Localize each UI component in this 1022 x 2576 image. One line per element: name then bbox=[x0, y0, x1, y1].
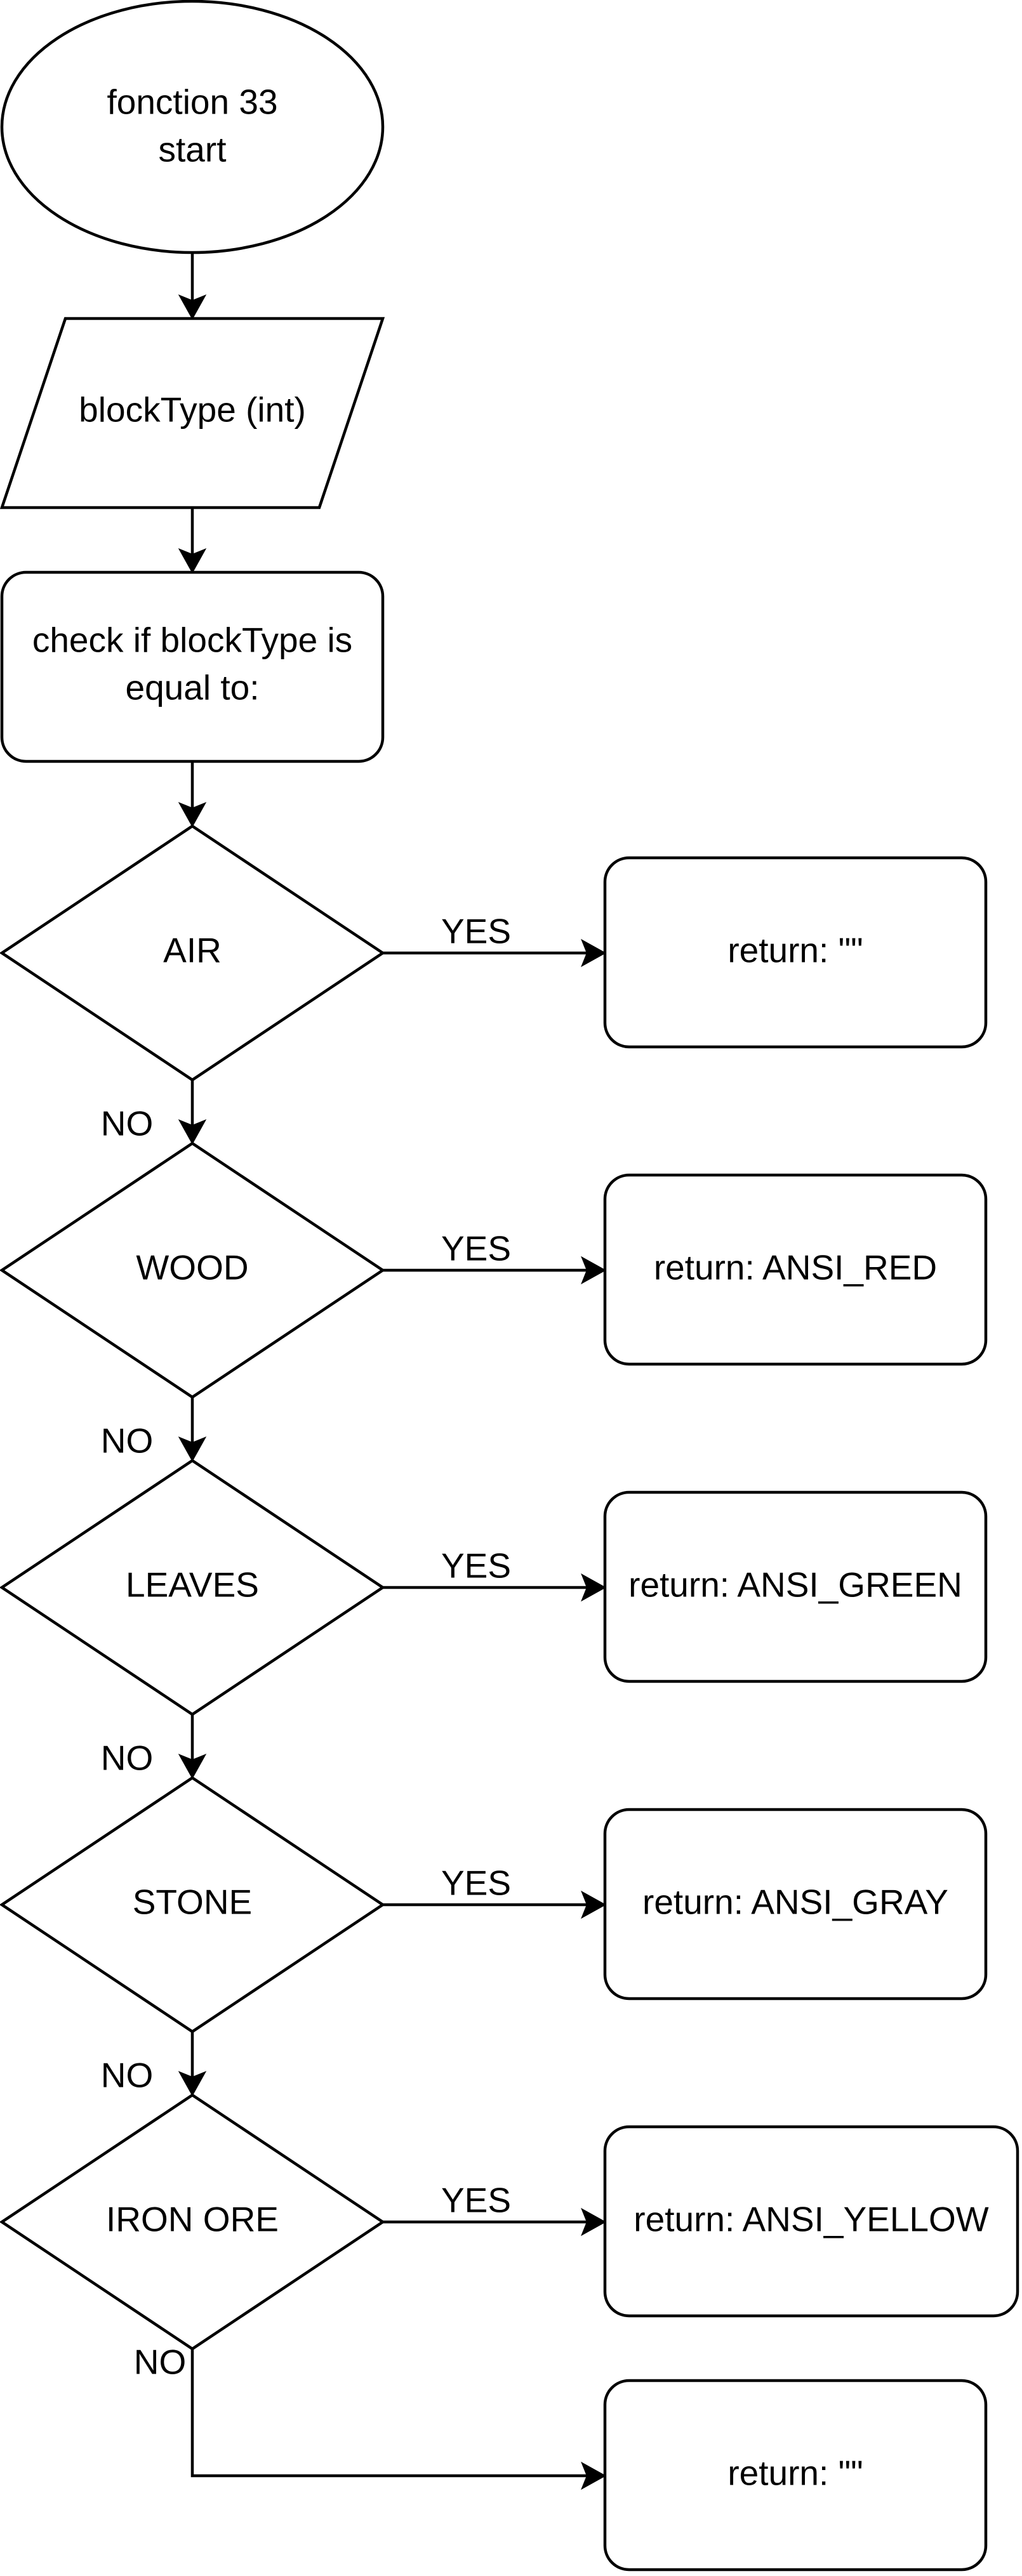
yes-label-stone: YES bbox=[441, 1863, 511, 1903]
no-label-stone: NO bbox=[101, 2056, 154, 2095]
no-label-leaves: NO bbox=[101, 1738, 154, 1778]
edge-stone-no bbox=[178, 2032, 207, 2097]
edge-air-no bbox=[178, 1080, 207, 1145]
edge-iron-ore-yes bbox=[383, 2207, 607, 2237]
yes-label-leaves: YES bbox=[441, 1546, 511, 1586]
check-label-line1: check if blockType is bbox=[32, 621, 352, 660]
input-node: blockType (int) bbox=[0, 317, 385, 509]
result-iron-ore-label: return: ANSI_YELLOW bbox=[634, 2200, 988, 2239]
decision-wood-label: WOOD bbox=[136, 1248, 248, 1287]
decision-stone: STONE bbox=[0, 1776, 386, 2034]
result-iron-ore: return: ANSI_YELLOW bbox=[603, 2125, 1019, 2318]
no-label-iron-ore: NO bbox=[134, 2343, 187, 2382]
check-node: check if blockType is equal to: bbox=[0, 570, 385, 763]
decision-air: AIR bbox=[0, 824, 386, 1082]
yes-label-iron-ore: YES bbox=[441, 2181, 511, 2220]
edge-stone-yes bbox=[383, 1890, 607, 1919]
result-wood: return: ANSI_RED bbox=[603, 1173, 988, 1366]
decision-stone-label: STONE bbox=[133, 1883, 252, 1922]
result-air: return: "" bbox=[603, 856, 988, 1049]
result-air-label: return: "" bbox=[727, 931, 863, 970]
result-leaves: return: ANSI_GREEN bbox=[603, 1490, 988, 1683]
no-label-wood: NO bbox=[101, 1421, 154, 1461]
edge-wood-no bbox=[178, 1397, 207, 1462]
start-label-line1: fonction 33 bbox=[107, 82, 277, 122]
edge-leaves-no bbox=[178, 1714, 207, 1780]
edge-check-to-air bbox=[178, 761, 207, 828]
result-wood-label: return: ANSI_RED bbox=[654, 1248, 937, 1287]
edge-input-to-check bbox=[178, 508, 207, 574]
result-stone-label: return: ANSI_GRAY bbox=[642, 1883, 948, 1922]
result-leaves-label: return: ANSI_GREEN bbox=[628, 1565, 962, 1605]
yes-label-air: YES bbox=[441, 912, 511, 951]
decision-leaves: LEAVES bbox=[0, 1459, 386, 1716]
input-label: blockType (int) bbox=[79, 390, 306, 430]
result-default: return: "" bbox=[603, 2379, 988, 2572]
decision-leaves-label: LEAVES bbox=[126, 1565, 259, 1605]
edge-start-to-input bbox=[178, 253, 207, 320]
decision-wood: WOOD bbox=[0, 1141, 386, 1399]
edge-wood-yes bbox=[383, 1256, 607, 1285]
decision-iron-ore: IRON ORE bbox=[0, 2093, 386, 2351]
start-node: fonction 33 start bbox=[0, 0, 385, 254]
decision-iron-ore-label: IRON ORE bbox=[106, 2200, 279, 2239]
edge-leaves-yes bbox=[383, 1573, 607, 1602]
start-label-line2: start bbox=[159, 130, 227, 169]
no-label-air: NO bbox=[101, 1104, 154, 1143]
decision-air-label: AIR bbox=[163, 931, 222, 970]
edge-air-yes bbox=[383, 938, 607, 968]
edge-iron-ore-no bbox=[190, 2349, 607, 2490]
check-label-line2: equal to: bbox=[125, 668, 259, 707]
result-default-label: return: "" bbox=[727, 2454, 863, 2493]
result-stone: return: ANSI_GRAY bbox=[603, 1808, 988, 2001]
yes-label-wood: YES bbox=[441, 1229, 511, 1268]
